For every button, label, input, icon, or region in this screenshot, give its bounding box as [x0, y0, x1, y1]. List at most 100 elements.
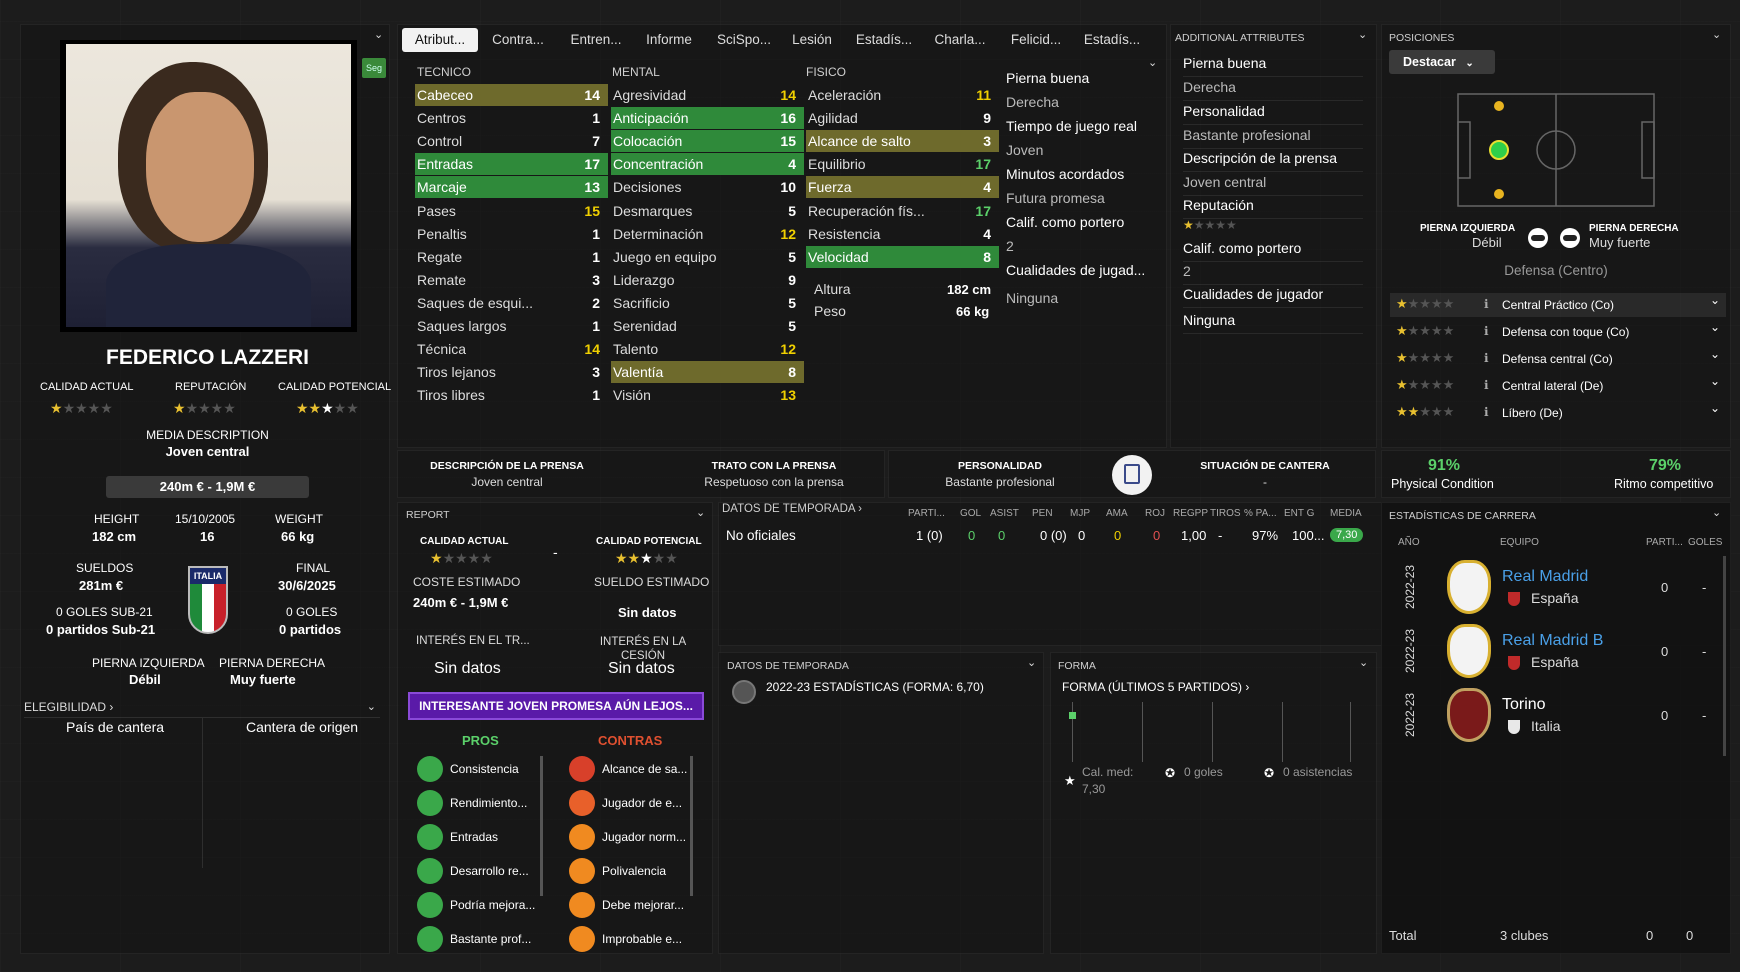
mental-attr-row[interactable]: Sacrificio 5: [611, 292, 804, 314]
tab-9[interactable]: Felicid...: [1010, 32, 1062, 47]
season-col-header[interactable]: ENT G: [1284, 508, 1315, 519]
mental-attr-row[interactable]: Juego en equipo 5: [611, 246, 804, 268]
mental-attr-row[interactable]: Concentración 4: [611, 153, 804, 176]
fisico-attr-row[interactable]: Resistencia 4: [806, 223, 999, 245]
tecnico-attr-row[interactable]: Penaltis 1: [415, 223, 608, 245]
tab-2[interactable]: Contra...: [492, 32, 544, 47]
status-badge[interactable]: Seg: [362, 58, 386, 78]
season-col-header[interactable]: AMA: [1106, 508, 1128, 519]
career-col-year: AÑO: [1398, 537, 1420, 548]
mental-attr-row[interactable]: Talento 12: [611, 338, 804, 360]
form-point: [1069, 712, 1076, 719]
season-col-header[interactable]: PEN: [1032, 508, 1053, 519]
tecnico-attr-row[interactable]: Entradas 17: [415, 153, 608, 176]
scrollbar[interactable]: [540, 756, 543, 896]
tecnico-attr-row[interactable]: Control 7: [415, 130, 608, 152]
tecnico-attr-row[interactable]: Tiros lejanos 3: [415, 361, 608, 383]
fisico-attr-row[interactable]: Aceleración 11: [806, 84, 999, 106]
position-role-row[interactable]: ★★★★★ ℹ Central lateral (De) ⌄: [1390, 374, 1726, 398]
fisico-attr-row[interactable]: Recuperación fís... 17: [806, 200, 999, 222]
career-team[interactable]: Torino: [1502, 696, 1546, 713]
position-role-row[interactable]: ★★★★★ ℹ Defensa central (Co) ⌄: [1390, 347, 1726, 371]
info-icon[interactable]: ℹ: [1484, 297, 1489, 311]
dob-value: 15/10/2005: [175, 512, 236, 526]
fisico-attr-row[interactable]: Agilidad 9: [806, 107, 999, 129]
chevron-down-icon[interactable]: ⌄: [1709, 320, 1720, 334]
chevron-down-icon[interactable]: ⌄: [696, 507, 706, 519]
mental-attr-row[interactable]: Liderazgo 9: [611, 269, 804, 291]
mental-attr-row[interactable]: Desmarques 5: [611, 200, 804, 222]
tab-10[interactable]: Estadís...: [1083, 32, 1141, 47]
chevron-down-icon[interactable]: ⌄: [1148, 57, 1158, 69]
tab-3[interactable]: Entren...: [570, 32, 622, 47]
scrollbar[interactable]: [1723, 556, 1726, 756]
tecnico-attr-row[interactable]: Pases 15: [415, 200, 608, 222]
chevron-down-icon[interactable]: ⌄: [366, 701, 376, 713]
mental-attr-row[interactable]: Decisiones 10: [611, 176, 804, 198]
info-item: Joven: [1006, 142, 1044, 158]
assist-icon: ✪: [1264, 766, 1275, 780]
chevron-down-icon[interactable]: ⌄: [1709, 293, 1720, 307]
chevron-down-icon[interactable]: ⌄: [1712, 29, 1722, 41]
tecnico-attr-row[interactable]: Saques de esqui... 2: [415, 292, 608, 314]
tab-6[interactable]: Lesión: [792, 32, 832, 47]
tecnico-attr-row[interactable]: Remate 3: [415, 269, 608, 291]
tab-4[interactable]: Informe: [646, 32, 692, 47]
fisico-attr-row[interactable]: Velocidad 8: [806, 245, 999, 268]
chevron-down-icon[interactable]: ⌄: [1709, 401, 1720, 415]
mental-attr-row[interactable]: Anticipación 16: [611, 107, 804, 130]
mental-attr-row[interactable]: Determinación 12: [611, 223, 804, 245]
chevron-down-icon[interactable]: ⌄: [374, 29, 384, 41]
mental-attr-row[interactable]: Visión 13: [611, 384, 804, 406]
chevron-down-icon[interactable]: ⌄: [1712, 507, 1722, 519]
info-icon[interactable]: ℹ: [1484, 324, 1489, 338]
position-role-row[interactable]: ★★★★★ ℹ Líbero (De) ⌄: [1390, 401, 1726, 425]
position-role-row[interactable]: ★★★★★ ℹ Defensa con toque (Co) ⌄: [1390, 320, 1726, 344]
season-title[interactable]: DATOS DE TEMPORADA ›: [722, 503, 862, 515]
tecnico-attr-row[interactable]: Regate 1: [415, 246, 608, 268]
mental-attr-row[interactable]: Serenidad 5: [611, 315, 804, 337]
season-col-header[interactable]: % PA...: [1244, 508, 1277, 519]
tecnico-attr-row[interactable]: Cabeceo 14: [415, 84, 608, 106]
mental-attr-row[interactable]: Agresividad 14: [611, 84, 804, 106]
season-col-header[interactable]: GOL: [960, 508, 982, 519]
chevron-down-icon[interactable]: ⌄: [1358, 29, 1368, 41]
tab-8[interactable]: Charla...: [934, 32, 986, 47]
season-col-header[interactable]: TIROS: [1210, 508, 1241, 519]
grid-line: [1142, 702, 1143, 762]
season-col-header[interactable]: MJP: [1070, 508, 1090, 519]
chevron-down-icon[interactable]: ⌄: [1359, 657, 1369, 669]
info-icon[interactable]: ℹ: [1484, 405, 1489, 419]
career-team[interactable]: Real Madrid B: [1502, 632, 1604, 649]
fisico-attr-row[interactable]: Fuerza 4: [806, 176, 999, 199]
tecnico-attr-row[interactable]: Centros 1: [415, 107, 608, 129]
chevron-down-icon[interactable]: ⌄: [1709, 374, 1720, 388]
forma-sub[interactable]: FORMA (ÚLTIMOS 5 PARTIDOS) ›: [1062, 680, 1250, 694]
mental-attr-row[interactable]: Valentía 8: [611, 361, 804, 384]
ca-stars: ★★★★★: [50, 400, 113, 416]
chevron-down-icon[interactable]: ⌄: [1027, 657, 1037, 669]
tecnico-attr-row[interactable]: Marcaje 13: [415, 176, 608, 199]
scrollbar[interactable]: [690, 756, 693, 896]
season-col-header[interactable]: ROJ: [1145, 508, 1165, 519]
fisico-attr-row[interactable]: Equilibrio 17: [806, 153, 999, 175]
info-icon[interactable]: ℹ: [1484, 378, 1489, 392]
mental-attr-row[interactable]: Colocación 15: [611, 130, 804, 153]
elegibilidad-header[interactable]: ELEGIBILIDAD › ⌄: [24, 700, 380, 718]
info-icon[interactable]: ℹ: [1484, 351, 1489, 365]
season-col-header[interactable]: REGPP: [1173, 508, 1209, 519]
chevron-down-icon[interactable]: ⌄: [1709, 347, 1720, 361]
position-role-row[interactable]: ★★★★★ ℹ Central Práctico (Co) ⌄: [1390, 293, 1726, 317]
season-col-header[interactable]: PARTI...: [908, 508, 945, 519]
tecnico-attr-row[interactable]: Tiros libres 1: [415, 384, 608, 406]
tab-7[interactable]: Estadís...: [855, 32, 913, 47]
tecnico-attr-row[interactable]: Técnica 14: [415, 338, 608, 360]
season-col-header[interactable]: MEDIA: [1330, 508, 1362, 519]
destacar-button[interactable]: Destacar ⌄: [1389, 50, 1495, 74]
tab-5[interactable]: SciSpo...: [716, 32, 772, 47]
tecnico-attr-row[interactable]: Saques largos 1: [415, 315, 608, 337]
fisico-attr-row[interactable]: Alcance de salto 3: [806, 130, 999, 153]
career-team[interactable]: Real Madrid: [1502, 568, 1589, 585]
season-col-header[interactable]: ASIST: [990, 508, 1019, 519]
tab-1[interactable]: Atribut...: [402, 28, 478, 52]
